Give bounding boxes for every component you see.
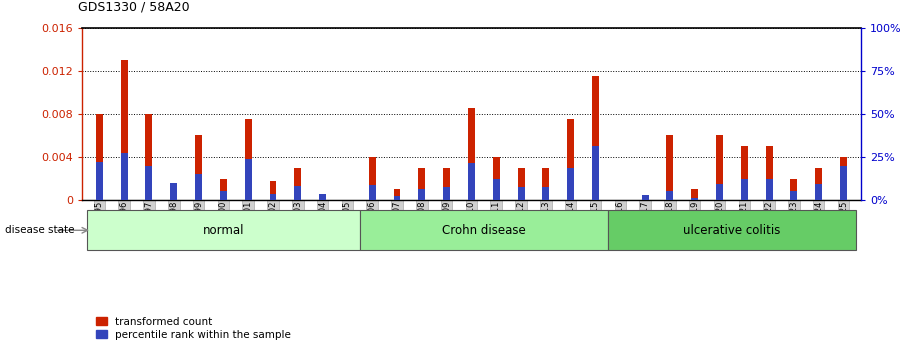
Bar: [394, 196, 401, 200]
Bar: [641, 195, 649, 200]
Bar: [468, 164, 475, 200]
Bar: [245, 119, 251, 200]
Bar: [542, 187, 549, 200]
Bar: [716, 136, 723, 200]
Bar: [691, 198, 698, 200]
Bar: [443, 187, 450, 200]
Bar: [394, 189, 401, 200]
Bar: [667, 136, 673, 200]
Bar: [170, 183, 178, 200]
Bar: [418, 189, 425, 200]
Bar: [146, 166, 152, 200]
Bar: [765, 179, 773, 200]
Text: ulcerative colitis: ulcerative colitis: [683, 224, 781, 237]
Bar: [493, 179, 500, 200]
Bar: [716, 184, 723, 200]
Bar: [146, 114, 152, 200]
Bar: [568, 119, 574, 200]
Bar: [195, 174, 202, 200]
Bar: [120, 152, 128, 200]
Bar: [568, 168, 574, 200]
Bar: [468, 108, 475, 200]
Text: Crohn disease: Crohn disease: [442, 224, 526, 237]
Bar: [592, 76, 599, 200]
Bar: [517, 168, 525, 200]
Text: GDS1330 / 58A20: GDS1330 / 58A20: [78, 1, 189, 14]
Bar: [741, 146, 748, 200]
Bar: [791, 179, 797, 200]
Bar: [360, 210, 608, 250]
Bar: [220, 191, 227, 200]
Bar: [691, 189, 698, 200]
Bar: [270, 194, 276, 200]
Bar: [369, 185, 375, 200]
Bar: [840, 157, 847, 200]
Bar: [443, 168, 450, 200]
Bar: [542, 168, 549, 200]
Bar: [791, 191, 797, 200]
Bar: [840, 166, 847, 200]
Bar: [592, 146, 599, 200]
Bar: [815, 168, 823, 200]
Bar: [195, 136, 202, 200]
Bar: [245, 159, 251, 200]
Text: disease state: disease state: [5, 225, 74, 235]
Bar: [608, 210, 856, 250]
Bar: [294, 186, 302, 200]
Bar: [294, 168, 302, 200]
Bar: [815, 184, 823, 200]
Bar: [319, 196, 326, 200]
Bar: [418, 168, 425, 200]
Bar: [667, 191, 673, 200]
Legend: transformed count, percentile rank within the sample: transformed count, percentile rank withi…: [97, 317, 291, 340]
Bar: [741, 179, 748, 200]
Bar: [369, 157, 375, 200]
Bar: [319, 194, 326, 200]
Bar: [493, 157, 500, 200]
Bar: [120, 60, 128, 200]
Bar: [96, 114, 103, 200]
Bar: [96, 162, 103, 200]
Bar: [87, 210, 360, 250]
Bar: [517, 187, 525, 200]
Text: normal: normal: [202, 224, 244, 237]
Bar: [765, 146, 773, 200]
Bar: [220, 179, 227, 200]
Bar: [270, 181, 276, 200]
